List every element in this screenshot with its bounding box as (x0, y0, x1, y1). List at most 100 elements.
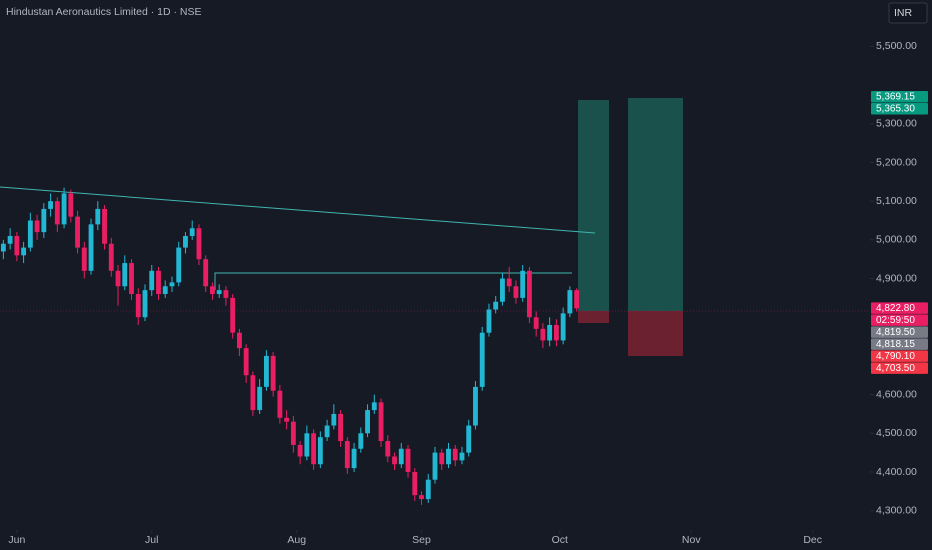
candle-body (156, 270, 161, 295)
candle-body (533, 317, 539, 329)
countdown: 02:59:50 (876, 315, 915, 326)
candle-body (446, 448, 451, 465)
x-tick-label: Nov (682, 534, 701, 546)
candle-body (263, 355, 269, 387)
x-tick-label: Aug (287, 534, 306, 546)
candle-body (324, 425, 330, 438)
candle-body (560, 313, 566, 341)
candle-body (210, 286, 215, 295)
candle-body (216, 290, 222, 295)
target-zone (628, 98, 683, 311)
resistance-line (214, 272, 572, 290)
price-label-box (871, 103, 928, 115)
y-tick-label: 5,200.00 (876, 156, 917, 168)
candle-body (574, 290, 580, 309)
price-label-box (871, 91, 928, 103)
candle-body (142, 290, 148, 318)
candle-body (493, 301, 499, 310)
candle-body (223, 290, 229, 298)
currency[interactable]: INR (894, 7, 913, 19)
x-tick-label: Dec (803, 534, 822, 546)
stop-zone (628, 311, 683, 356)
price-label: 4,818.15 (876, 339, 915, 350)
candle-body (27, 220, 33, 248)
candle-body (34, 220, 40, 233)
y-tick-label: 5,100.00 (876, 195, 917, 207)
candle-body (317, 437, 323, 465)
candle-body (290, 421, 296, 445)
candle-body (129, 263, 134, 295)
candle-body (61, 193, 67, 225)
candle-body (41, 208, 47, 233)
candle-body (135, 294, 141, 318)
y-tick-label: 4,300.00 (876, 504, 917, 516)
candle-body (270, 355, 276, 391)
candle-body (385, 441, 391, 457)
candle-body (277, 390, 283, 418)
candle-body (358, 433, 364, 449)
candle-body (176, 247, 182, 283)
y-tick-label: 4,600.00 (876, 388, 917, 400)
countdown-box (871, 314, 928, 326)
candle-body (21, 247, 27, 256)
candle-body (122, 263, 128, 287)
y-tick-label: 4,400.00 (876, 466, 917, 478)
candle-body (365, 410, 370, 434)
candle-body (351, 448, 357, 469)
currency-button[interactable] (888, 2, 928, 24)
y-tick-label: 5,000.00 (876, 234, 917, 246)
price-label-box (871, 326, 928, 338)
candle-body (115, 270, 121, 287)
candle-body (520, 270, 526, 298)
price-label: 4,822.80 (876, 303, 915, 314)
candle-body (513, 286, 519, 298)
candle-body (486, 309, 492, 333)
candle-body (419, 495, 424, 500)
trend-line (0, 186, 596, 234)
y-tick-label: 5,500.00 (876, 40, 917, 52)
candle-body (236, 332, 242, 349)
y-tick-label: 5,300.00 (876, 118, 917, 130)
candle-body (14, 235, 20, 256)
candle-body (149, 270, 155, 291)
candle-body (311, 433, 317, 465)
candle-body (371, 402, 377, 411)
candle-body (250, 375, 256, 411)
y-tick-label: 4,900.00 (876, 272, 917, 284)
candle-body (75, 216, 80, 248)
candle-body (378, 402, 384, 442)
candle-body (108, 243, 114, 271)
candle-body (304, 433, 310, 457)
candle-body (196, 228, 202, 260)
candle-body (452, 448, 458, 461)
candle-body (183, 235, 188, 248)
candle-body (432, 452, 438, 480)
candle-body (338, 413, 344, 442)
price-label: 5,365.30 (876, 104, 915, 115)
candle-body (392, 456, 397, 465)
candle-body (526, 270, 532, 318)
candle-body (169, 282, 175, 287)
candle-body (0, 243, 6, 252)
price-label-box (871, 350, 928, 362)
x-tick-label: Sep (412, 534, 431, 546)
price-label: 4,703.50 (876, 363, 915, 374)
candle-body (547, 324, 553, 341)
candle-body (425, 479, 431, 500)
candle-body (297, 444, 303, 457)
candle-body (48, 201, 54, 209)
y-tick-label: 4,500.00 (876, 427, 917, 439)
candle-body (230, 297, 236, 333)
price-label-box (871, 338, 928, 350)
price-label-box (871, 302, 928, 314)
candle-body (459, 452, 465, 461)
target-zone (578, 100, 609, 311)
x-tick-label: Jul (145, 534, 158, 546)
candle-body (7, 235, 13, 244)
candle-body (567, 290, 573, 314)
candle-body (331, 413, 337, 426)
candle-body (102, 208, 107, 244)
